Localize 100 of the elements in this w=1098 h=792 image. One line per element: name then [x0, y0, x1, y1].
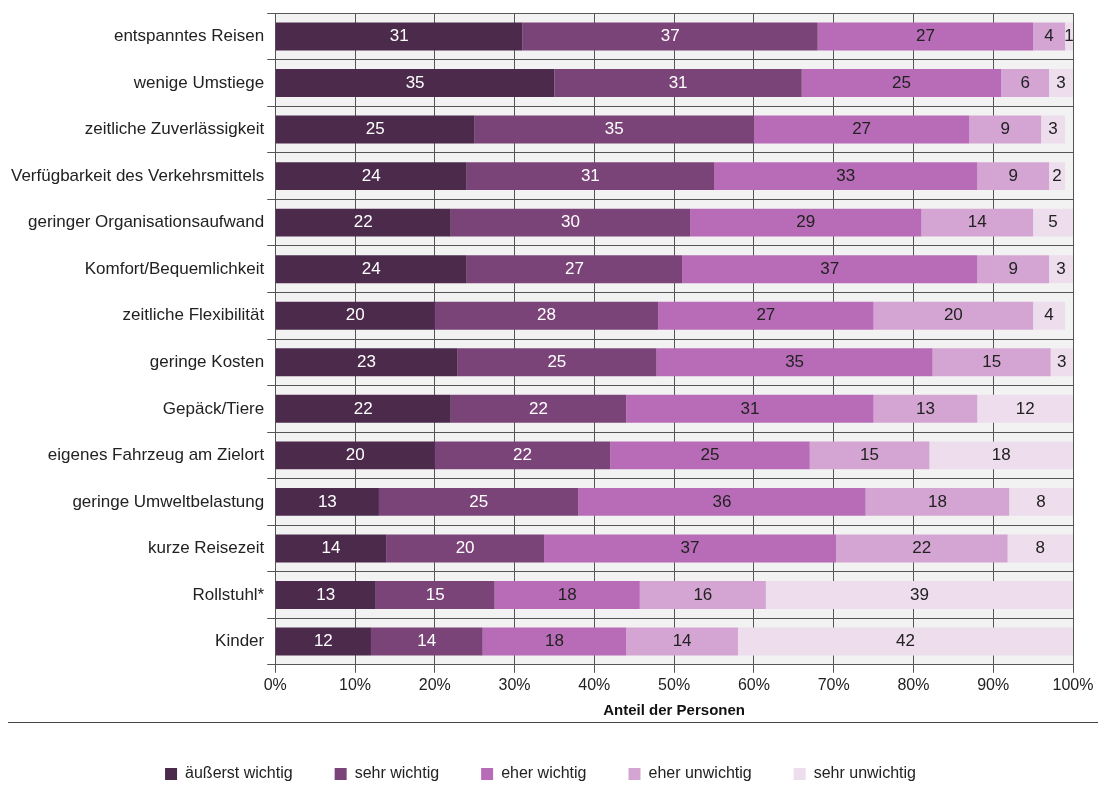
- bar: [466, 255, 683, 284]
- x-tick-label: 30%: [498, 675, 531, 693]
- bar: [817, 22, 1034, 51]
- bar: [610, 441, 810, 470]
- bar: [275, 627, 371, 656]
- x-tick-label: 90%: [977, 675, 1010, 693]
- bar: [457, 348, 657, 377]
- y-tick-label: geringe Umweltbelastung: [72, 491, 265, 511]
- bar: [522, 22, 818, 51]
- legend-label: eher wichtig: [501, 764, 587, 782]
- bar: [1033, 208, 1073, 237]
- data-label: 9: [1000, 119, 1010, 139]
- data-label: 18: [927, 491, 947, 511]
- data-label: 28: [537, 305, 556, 325]
- bar: [1033, 22, 1066, 51]
- data-label: 18: [557, 584, 577, 604]
- bar: [809, 441, 930, 470]
- bar: [977, 255, 1050, 284]
- data-label: 20: [943, 305, 963, 325]
- bar: [275, 69, 555, 97]
- data-label: 15: [425, 584, 445, 604]
- x-tick-label: 80%: [897, 675, 930, 693]
- data-label: 18: [991, 445, 1011, 465]
- bar: [482, 627, 627, 656]
- data-label: 12: [313, 631, 333, 651]
- bar: [1007, 534, 1073, 563]
- bar: [921, 208, 1034, 237]
- x-tick-label: 0%: [263, 675, 287, 693]
- y-tick-label: Rollstuhl*: [192, 584, 265, 604]
- data-label: 25: [365, 119, 385, 139]
- data-label: 27: [852, 119, 872, 139]
- bar: [494, 581, 640, 609]
- bar: [275, 115, 475, 144]
- data-label: 27: [756, 305, 776, 325]
- data-label: 37: [660, 26, 680, 46]
- data-label: 31: [740, 398, 760, 418]
- data-label: 3: [1048, 119, 1058, 139]
- bar: [682, 255, 978, 284]
- data-label: 22: [353, 212, 373, 232]
- y-tick-label: geringer Organisationsaufwand: [27, 212, 265, 232]
- data-label: 22: [529, 398, 548, 418]
- bar: [450, 208, 691, 237]
- bar: [378, 487, 579, 516]
- bar: [466, 162, 714, 191]
- bar: [873, 394, 978, 423]
- x-tick-label: 40%: [578, 675, 611, 693]
- data-label: 31: [580, 165, 600, 185]
- data-label: 14: [967, 212, 987, 232]
- x-tick-label: 70%: [817, 675, 850, 693]
- x-tick-label: 10%: [338, 675, 372, 693]
- bar: [544, 534, 837, 563]
- data-label: 12: [1015, 398, 1035, 418]
- y-tick-label: Komfort/Bequemlichkeit: [84, 258, 265, 278]
- data-label: 36: [712, 491, 732, 511]
- bar: [375, 581, 495, 609]
- y-tick-label: kurze Reisezeit: [148, 538, 265, 558]
- data-label: 8: [1035, 538, 1046, 558]
- data-label: 15: [860, 445, 880, 465]
- data-label: 20: [345, 305, 365, 325]
- data-label: 22: [353, 398, 373, 418]
- bar: [554, 69, 802, 97]
- y-tick-label: eigenes Fahrzeug am Zielort: [47, 445, 265, 465]
- data-label: 3: [1056, 72, 1066, 92]
- bar: [929, 441, 1073, 470]
- bar: [275, 534, 387, 563]
- data-label: 24: [361, 258, 381, 278]
- data-label: 9: [1008, 258, 1018, 278]
- bar: [801, 69, 1002, 97]
- data-label: 4: [1044, 305, 1054, 325]
- data-label: 14: [321, 538, 341, 558]
- bar: [275, 301, 435, 330]
- bar: [714, 162, 978, 191]
- bar: [275, 487, 379, 516]
- bar: [578, 487, 866, 516]
- x-tick-label: 60%: [737, 675, 770, 693]
- bar: [626, 627, 738, 656]
- y-tick-label: Verfügbarkeit des Verkehrsmittels: [11, 165, 265, 185]
- data-label: 22: [912, 538, 932, 558]
- bar: [932, 348, 1051, 377]
- x-axis-title: Anteil der Personen: [603, 701, 745, 719]
- bar: [370, 627, 483, 656]
- data-label: 37: [820, 258, 840, 278]
- bar: [658, 301, 874, 330]
- data-label: 5: [1048, 212, 1058, 232]
- bar: [450, 394, 627, 423]
- data-label: 3: [1056, 258, 1066, 278]
- bar: [1001, 69, 1050, 97]
- data-label: 8: [1036, 491, 1046, 511]
- data-label: 15: [982, 351, 1002, 371]
- data-label: 20: [455, 538, 475, 558]
- data-label: 4: [1044, 26, 1054, 46]
- bar: [434, 301, 659, 330]
- bar: [275, 441, 435, 470]
- legend-label: eher unwichtig: [648, 764, 752, 782]
- data-label: 3: [1057, 351, 1067, 371]
- data-label: 25: [469, 491, 489, 511]
- data-label: 42: [896, 631, 915, 651]
- bar: [386, 534, 545, 563]
- bar: [977, 162, 1050, 191]
- data-label: 16: [693, 584, 713, 604]
